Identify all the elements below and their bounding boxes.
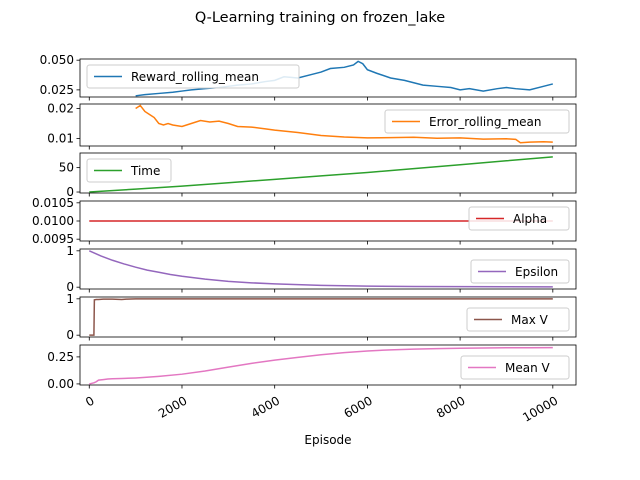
legend-box: [470, 259, 570, 284]
y-tick-label: 0: [66, 328, 74, 342]
legend-box: [460, 355, 570, 380]
y-tick-label: 0.0095: [32, 232, 74, 246]
x-tick-label: 4000: [249, 393, 282, 420]
legend-6: Max V: [466, 307, 570, 332]
series-line-2: [135, 104, 553, 144]
legend-label: Error_rolling_mean: [429, 115, 542, 129]
panel-frame: [79, 248, 577, 290]
y-tick-label: 50: [59, 161, 74, 175]
panel-5: 0 1 Epsilon: [66, 244, 577, 294]
y-tick-label: 0.025: [40, 83, 74, 97]
legend-label: Epsilon: [515, 265, 558, 279]
y-tick-label: 0.00: [47, 377, 74, 391]
x-axis: 0 2000 4000 6000 8000 10000: [83, 393, 560, 424]
y-tick-label: 1: [66, 244, 74, 258]
x-tick-label: 8000: [434, 393, 467, 420]
series-line-5: [88, 250, 553, 288]
panel-frame: [79, 58, 577, 98]
panels: 0.025 0.050 Reward_rolling_mean 0.01 0.02 Err…: [32, 53, 577, 391]
legend-2: Error_rolling_mean: [384, 109, 570, 134]
legend-label: Reward_rolling_mean: [131, 70, 259, 84]
panel-1: 0.025 0.050 Reward_rolling_mean: [40, 53, 577, 101]
legend-label: Alpha: [513, 212, 547, 226]
legend-box: [468, 206, 570, 231]
panel-frame: [79, 296, 577, 338]
panel-7: 0.00 0.25 Mean V: [47, 344, 577, 391]
y-tick-label: 0.25: [47, 350, 74, 364]
panel-6: 0 1 Max V: [66, 292, 577, 342]
legend-1: Reward_rolling_mean: [86, 64, 300, 89]
y-tick-label: 0.02: [47, 102, 74, 116]
y-tick-label: 0: [66, 280, 74, 294]
y-tick-label: 1: [66, 292, 74, 306]
x-tick-label: 6000: [341, 393, 374, 420]
legend-label: Mean V: [505, 361, 551, 375]
legend-box: [86, 158, 172, 183]
x-tick-label: 0: [83, 393, 97, 409]
legend-3: Time: [86, 158, 172, 183]
legend-7: Mean V: [460, 355, 570, 380]
y-tick-label: 0.01: [47, 132, 74, 146]
chart-title: Q-Learning training on frozen_lake: [195, 10, 445, 26]
legend-label: Max V: [511, 313, 549, 327]
y-tick-label: 0: [66, 185, 74, 199]
panel-4: 0.0095 0.0100 0.0105 Alpha: [32, 196, 577, 246]
y-tick-label: 0.0100: [32, 214, 74, 228]
x-tick-label: 2000: [156, 393, 189, 420]
legend-label: Time: [130, 164, 160, 178]
y-tick-label: 0.0105: [32, 196, 74, 210]
x-axis-label: Episode: [304, 433, 351, 447]
legend-5: Epsilon: [470, 259, 570, 284]
legend-box: [86, 64, 300, 89]
panel-frame: [79, 152, 577, 194]
y-tick-label: 0.050: [40, 53, 74, 67]
legend-4: Alpha: [468, 206, 570, 231]
panel-3: 0 50 Time: [59, 152, 577, 199]
panel-frame: [79, 103, 577, 147]
series-line-7: [89, 346, 553, 385]
legend-box: [466, 307, 570, 332]
x-tick-label: 10000: [520, 393, 560, 424]
legend-box: [384, 109, 570, 134]
panel-frame: [79, 344, 577, 386]
panel-2: 0.01 0.02 Error_rolling_mean: [47, 102, 577, 150]
series-line-6: [89, 298, 553, 336]
series-line-3: [89, 156, 553, 193]
